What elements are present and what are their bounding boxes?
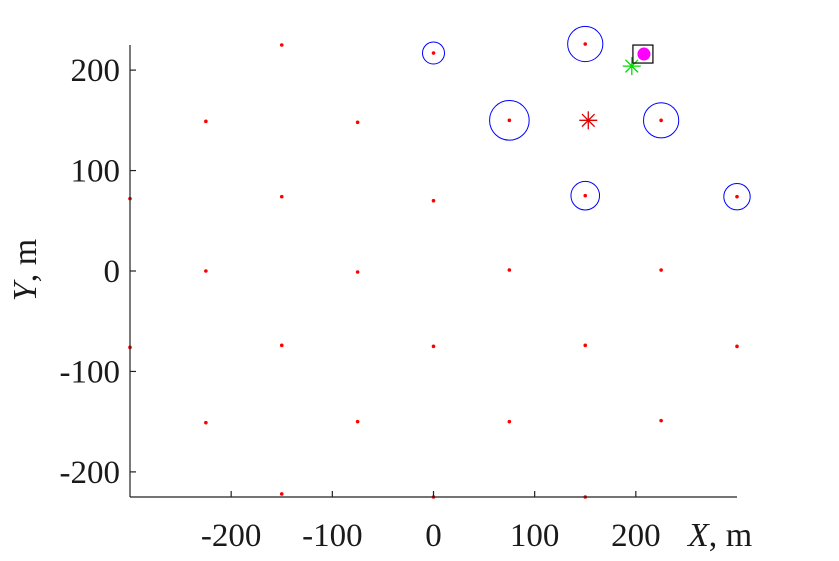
plot-area (128, 25, 751, 499)
grid-point (355, 270, 360, 274)
grid-point (355, 120, 360, 125)
grid-point (279, 492, 284, 496)
x-axis-unit: , m (709, 517, 752, 554)
x-ticks: -200 -100 0 100 200 (201, 491, 661, 554)
y-tick-label: 0 (104, 254, 121, 290)
ring-marker (489, 100, 530, 141)
ring-marker (422, 41, 445, 65)
ring-marker (570, 180, 601, 211)
y-axis-label: Y, m (7, 239, 44, 301)
grid-point (204, 420, 208, 425)
x-tick-label: -200 (201, 518, 262, 554)
grid-point (583, 193, 588, 198)
star-marker (579, 111, 598, 130)
square-marker (632, 44, 654, 64)
x-tick-label: 100 (510, 518, 560, 554)
grid-point (583, 343, 588, 348)
y-tick-label: -200 (60, 455, 121, 491)
grid-point (507, 419, 512, 424)
grid-point (659, 418, 663, 423)
ring-marker (723, 182, 751, 211)
grid-point (583, 42, 588, 46)
x-axis-variable: X (686, 517, 710, 554)
grid-point (659, 268, 663, 272)
grid-point (431, 344, 436, 349)
grid-point (659, 118, 663, 123)
y-axis-variable: Y (7, 279, 44, 301)
y-ticks: -200 -100 0 100 200 (60, 53, 136, 491)
y-tick-label: -100 (60, 354, 121, 390)
grid-point (355, 419, 360, 424)
x-tick-label: 200 (611, 518, 661, 554)
grid-point (431, 51, 436, 55)
grid-point (204, 119, 208, 124)
x-axis-label: X, m (686, 517, 752, 554)
x-tick-label: 0 (425, 518, 442, 554)
grid-point (204, 269, 208, 273)
grid-point (279, 194, 284, 199)
grid-point (735, 194, 739, 199)
grid-point (735, 344, 739, 349)
grid-point (279, 343, 284, 348)
star-marker (622, 57, 641, 76)
grid-point (279, 43, 284, 47)
y-axis-unit: , m (7, 239, 44, 282)
grid-point (507, 118, 512, 123)
y-tick-label: 100 (71, 154, 121, 190)
ring-marker (643, 102, 680, 139)
ring-marker (567, 25, 604, 63)
target-dot (637, 47, 651, 61)
grid-point (431, 198, 436, 203)
y-tick-label: 200 (71, 53, 121, 89)
grid-point (507, 268, 512, 272)
x-tick-label: -100 (302, 518, 363, 554)
